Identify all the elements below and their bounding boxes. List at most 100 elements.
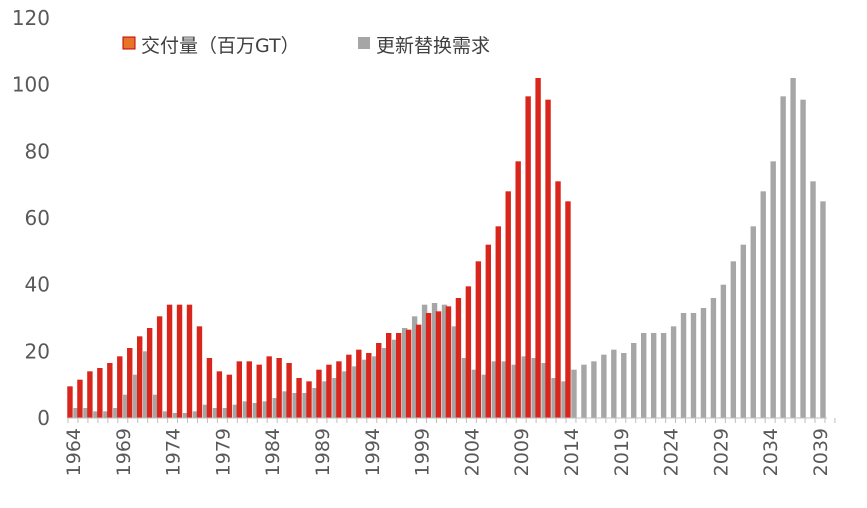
replacement-demand-bar <box>611 349 617 418</box>
deliveries-bar <box>216 371 223 418</box>
deliveries-bar <box>435 311 442 418</box>
replacement-demand-bar <box>302 393 308 418</box>
x-tick-label: 2039 <box>810 428 832 476</box>
deliveries-bar <box>107 363 113 418</box>
replacement-demand-bar <box>601 354 607 418</box>
deliveries-bar <box>455 298 462 418</box>
replacement-demand-bar <box>700 308 707 418</box>
replacement-demand-bar <box>332 378 338 418</box>
replacement-demand-bar <box>551 378 557 418</box>
deliveries-bar <box>246 361 252 418</box>
replacement-demand-bar <box>113 408 119 418</box>
deliveries-bar <box>87 371 93 418</box>
replacement-demand-bar <box>93 411 99 418</box>
x-tick-label: 2014 <box>561 428 583 476</box>
replacement-demand-bar <box>282 391 288 418</box>
x-axis-ticks: 1964 1969 1974 1979 1984 1989 1994 1999 2004 2009… <box>63 418 836 476</box>
replacement-demand-bar <box>750 226 756 418</box>
deliveries-bar <box>465 286 472 418</box>
replacement-demand-bar <box>83 408 89 418</box>
replacement-demand-bar <box>73 408 79 418</box>
deliveries-bar <box>515 161 521 418</box>
replacement-demand-bar <box>242 401 248 418</box>
replacement-demand-bar <box>591 361 597 418</box>
x-tick-label: 2019 <box>611 428 633 476</box>
x-tick-label: 2009 <box>511 428 533 476</box>
deliveries-bar <box>386 333 392 418</box>
replacement-demand-bar <box>660 333 667 418</box>
deliveries-bars <box>67 78 571 419</box>
x-tick-label: 1974 <box>163 428 185 476</box>
replacement-demand-bar <box>372 356 378 418</box>
replacement-demand-bar <box>471 369 478 418</box>
replacement-demand-bar <box>312 388 318 418</box>
replacement-demand-bar <box>451 326 458 418</box>
replacement-demand-bar <box>382 348 388 418</box>
y-tick-label: 120 <box>12 6 50 30</box>
deliveries-bar <box>475 261 482 418</box>
replacement-demand-bar <box>810 181 816 418</box>
replacement-demand-bar <box>162 411 169 418</box>
legend: 交付量（百万GT） 更新替换需求 <box>122 35 490 57</box>
replacement-demand-bar <box>352 366 358 418</box>
replacement-demand-bar <box>441 304 448 418</box>
replacement-demand-bar <box>521 356 527 418</box>
replacement-demand-bar <box>650 333 657 418</box>
deliveries-bar <box>545 99 551 419</box>
deliveries-bar <box>415 324 422 418</box>
replacement-demand-bars <box>73 78 826 419</box>
deliveries-bar <box>356 349 362 418</box>
deliveries-bar <box>306 381 312 418</box>
deliveries-bar <box>77 379 83 418</box>
replacement-demand-bar <box>342 371 348 418</box>
replacement-demand-bar <box>362 359 368 418</box>
deliveries-bar <box>236 361 242 418</box>
deliveries-bar <box>226 374 233 418</box>
replacement-demand-bar <box>800 99 806 419</box>
replacement-demand-bar <box>431 303 438 418</box>
replacement-demand-bar <box>272 398 278 418</box>
deliveries-bar <box>445 306 452 418</box>
x-tick-label: 1969 <box>113 428 135 476</box>
replacement-demand-bar <box>760 191 766 418</box>
replacement-demand-bar <box>202 404 209 418</box>
replacement-demand-bar <box>491 361 497 418</box>
replacement-demand-bar <box>252 403 258 418</box>
replacement-demand-bar <box>561 381 567 418</box>
deliveries-bar <box>276 358 282 418</box>
replacement-demand-bar <box>152 394 159 418</box>
deliveries-bar <box>146 328 153 418</box>
x-tick-label: 1999 <box>412 428 434 476</box>
legend-swatch-replacement <box>358 37 370 49</box>
y-tick-label: 20 <box>25 339 50 363</box>
deliveries-bar <box>525 96 531 418</box>
replacement-demand-bar <box>670 326 677 418</box>
deliveries-bar <box>376 343 382 418</box>
deliveries-bar <box>316 369 322 418</box>
x-tick-label: 1984 <box>262 428 284 476</box>
deliveries-bar <box>565 201 571 418</box>
replacement-demand-bar <box>581 364 587 418</box>
y-axis-ticks: 0 20 40 60 80 100 120 <box>12 6 50 430</box>
deliveries-bar <box>176 304 183 418</box>
deliveries-bar <box>505 191 511 418</box>
replacement-demand-bar <box>182 413 189 418</box>
replacement-demand-bar <box>172 413 179 418</box>
replacement-demand-bar <box>292 393 298 418</box>
y-tick-label: 0 <box>37 406 50 430</box>
deliveries-bar <box>67 386 73 418</box>
replacement-demand-bar <box>501 361 507 418</box>
replacement-demand-bar <box>511 364 517 418</box>
deliveries-bar <box>137 336 143 418</box>
replacement-demand-bar <box>690 313 697 418</box>
deliveries-bar <box>326 364 332 418</box>
replacement-demand-bar <box>192 411 199 418</box>
x-tick-label: 2034 <box>760 428 782 476</box>
deliveries-bar <box>535 78 541 418</box>
replacement-demand-bar <box>411 316 418 418</box>
replacement-demand-bar <box>710 298 717 418</box>
x-tick-label: 2024 <box>661 428 683 476</box>
replacement-demand-bar <box>720 284 727 418</box>
deliveries-bar <box>186 304 193 418</box>
